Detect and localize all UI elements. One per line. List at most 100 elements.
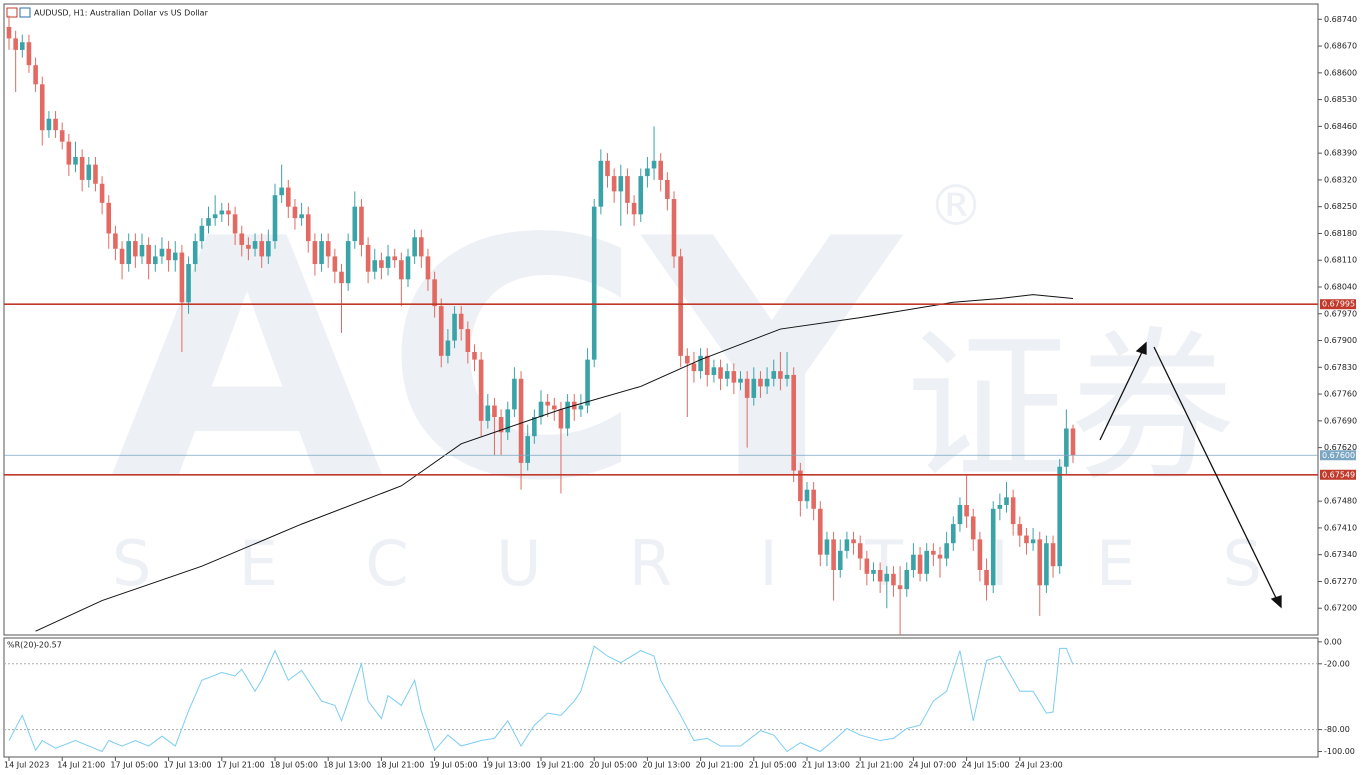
x-tick-label: 24 Jul 15:00 — [962, 761, 1010, 770]
y-tick-label: 0.67620 — [1324, 443, 1357, 452]
x-tick-label: 19 Jul 13:00 — [483, 761, 531, 770]
candle-body — [325, 241, 331, 257]
candle-body — [465, 329, 471, 353]
y-tick-label: -100.00 — [1324, 747, 1355, 756]
candle-body — [166, 248, 171, 261]
candle-body — [1037, 539, 1043, 586]
candle-body — [99, 183, 105, 203]
candle-body — [738, 378, 743, 383]
candle-body — [698, 355, 703, 372]
candle-body — [558, 409, 564, 429]
candle-body — [931, 550, 936, 555]
candle-body — [399, 260, 404, 280]
candle-body — [179, 252, 185, 303]
watermark-mark: ® — [928, 174, 984, 239]
candle-body — [425, 256, 431, 280]
candle-body — [86, 164, 92, 180]
candle-body — [279, 187, 284, 196]
moving-average — [35, 294, 1074, 632]
candle-body — [611, 176, 617, 192]
candle-body — [312, 241, 318, 265]
candle-body — [718, 367, 723, 379]
candle-body — [272, 195, 278, 242]
candle-body — [412, 237, 417, 257]
y-tick-label: 0.67970 — [1324, 309, 1357, 318]
candle-body — [39, 84, 45, 131]
candle-body — [345, 241, 351, 284]
candle-body — [818, 508, 823, 555]
y-tick-label: 0.67410 — [1324, 523, 1357, 532]
candle-body — [545, 401, 550, 406]
candle-body — [20, 42, 25, 50]
candle-body — [598, 160, 604, 207]
x-tick-label: 17 Jul 05:00 — [110, 761, 158, 770]
y-tick-label: 0.68110 — [1324, 256, 1357, 265]
y-tick-label: 0.68460 — [1324, 122, 1357, 131]
arrow-down — [1153, 346, 1278, 601]
candle-body — [93, 164, 98, 184]
icon — [19, 7, 31, 18]
header-icons — [6, 7, 31, 18]
candle-body — [685, 355, 690, 364]
candle-body — [226, 210, 231, 215]
candle-body — [804, 489, 810, 502]
candle-body — [66, 141, 72, 165]
candle-body — [106, 202, 112, 234]
candle-body — [525, 436, 530, 463]
candle-body — [917, 554, 923, 574]
candle-body — [319, 241, 324, 265]
candle-body — [33, 65, 38, 85]
candle-body — [1030, 539, 1036, 544]
candle-body — [199, 225, 205, 242]
candle-body — [79, 156, 85, 180]
candle-body — [964, 504, 969, 517]
candle-body — [46, 118, 52, 131]
candle-body — [957, 504, 963, 525]
candle-body — [618, 176, 624, 192]
candle-body — [864, 558, 870, 574]
arrow-head — [1135, 341, 1147, 355]
indicator-value: -20.57 — [36, 641, 62, 650]
candle-body — [997, 504, 1003, 509]
x-tick-label: 18 Jul 13:00 — [323, 761, 371, 770]
candle-body — [731, 371, 737, 383]
y-tick-label: 0.68530 — [1324, 95, 1357, 104]
y-tick-label: 0.68320 — [1324, 175, 1357, 184]
candle-body — [452, 313, 457, 341]
candle-body — [784, 374, 790, 379]
price-level-tag — [1320, 299, 1356, 310]
candle-body — [212, 214, 218, 219]
candle-body — [458, 313, 464, 330]
x-tick-label: 17 Jul 21:00 — [217, 761, 265, 770]
candle-body — [990, 508, 996, 586]
candle-body — [126, 241, 131, 265]
indicator-line — [8, 645, 1074, 753]
candle-body — [691, 363, 697, 372]
y-tick-label: 0.68180 — [1324, 229, 1357, 238]
candle-body — [605, 160, 610, 177]
candle-body — [1044, 543, 1049, 586]
candle-body — [771, 371, 777, 379]
candle-body — [379, 260, 384, 268]
candle-body — [711, 367, 717, 375]
candle-body — [352, 206, 358, 242]
candle-body — [970, 516, 976, 540]
watermark: ACY 证券 SECURITIES ® — [110, 169, 1262, 600]
candle-body — [445, 340, 451, 356]
x-tick-label: 14 Jul 21:00 — [57, 761, 105, 770]
candle-body — [751, 378, 757, 398]
candle-body — [798, 470, 803, 502]
y-tick-label: 0.67760 — [1324, 390, 1357, 399]
y-tick-label: -80.00 — [1324, 725, 1350, 734]
candle-body — [811, 489, 816, 509]
y-tick-label: 0.68670 — [1324, 42, 1357, 51]
candle-body — [851, 539, 856, 544]
x-tick-label: 21 Jul 21:00 — [855, 761, 903, 770]
candle-body — [498, 417, 504, 433]
candle-body — [937, 554, 943, 559]
icon — [6, 7, 18, 18]
candle-body — [831, 539, 836, 570]
candle-body — [897, 585, 903, 590]
indicator-panel — [3, 637, 1319, 758]
